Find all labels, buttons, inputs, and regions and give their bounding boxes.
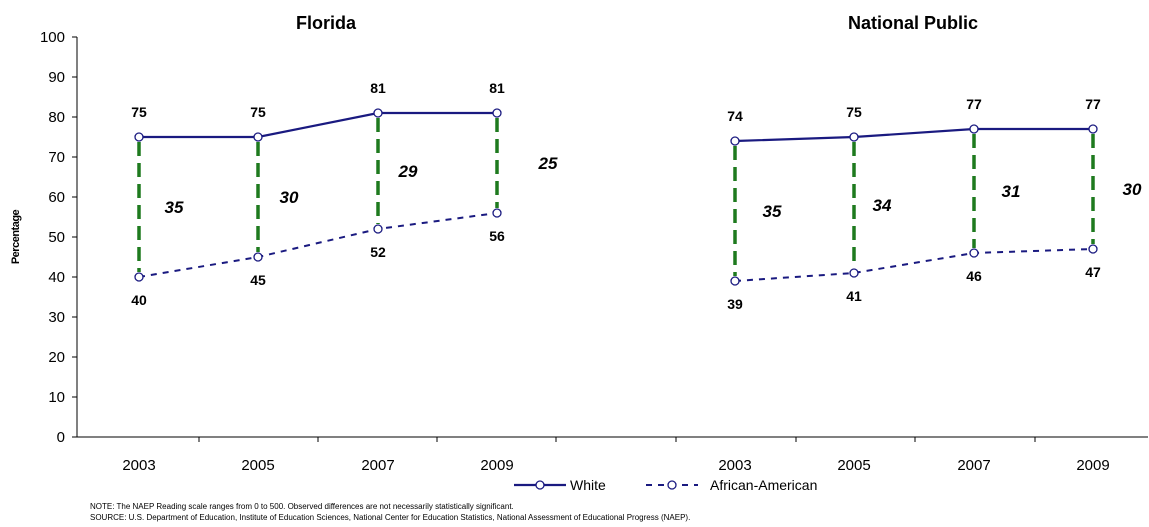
gap-label: 25	[538, 154, 558, 173]
data-point-african-american	[730, 276, 740, 286]
data-label-african-american: 45	[250, 272, 266, 288]
data-point-white	[492, 108, 502, 118]
series-line-african-american	[138, 212, 498, 278]
y-tick-label: 10	[48, 389, 65, 406]
x-tick-label: 2007	[957, 457, 990, 474]
data-point-white	[373, 108, 383, 118]
series-line-white	[139, 111, 497, 139]
data-label-white: 81	[370, 80, 386, 96]
data-point-african-american	[253, 252, 263, 262]
y-tick-label: 20	[48, 349, 65, 366]
y-tick-label: 40	[48, 269, 65, 286]
y-tick-label: 50	[48, 229, 65, 246]
source-text: SOURCE: U.S. Department of Education, In…	[90, 513, 691, 522]
legend-marker-white	[535, 480, 545, 490]
data-label-african-american: 52	[370, 244, 386, 260]
data-point-white	[849, 132, 859, 142]
data-point-african-american	[1088, 244, 1098, 254]
data-point-white	[134, 132, 144, 142]
data-point-white	[969, 124, 979, 134]
panel-title: Florida	[296, 13, 357, 33]
y-tick-label: 30	[48, 309, 65, 326]
y-tick-label: 60	[48, 189, 65, 206]
data-point-african-american	[849, 268, 859, 278]
gap-label: 29	[398, 162, 418, 181]
data-label-african-american: 46	[966, 268, 982, 284]
x-tick-label: 2003	[718, 457, 751, 474]
data-label-african-american: 40	[131, 292, 147, 308]
data-point-white	[730, 136, 740, 146]
legend-label-african-american: African-American	[710, 477, 817, 493]
gap-label: 30	[280, 188, 299, 207]
legend-marker-african-american	[667, 480, 677, 490]
x-tick-label: 2007	[361, 457, 394, 474]
gap-label: 34	[873, 196, 892, 215]
x-tick-label: 2009	[480, 457, 513, 474]
x-tick-label: 2003	[122, 457, 155, 474]
panel-title: National Public	[848, 13, 978, 33]
data-label-white: 75	[250, 104, 266, 120]
data-point-white	[1088, 124, 1098, 134]
data-label-white: 81	[489, 80, 505, 96]
y-tick-label: 90	[48, 69, 65, 86]
y-tick-label: 80	[48, 109, 65, 126]
y-axis-label: Percentage	[10, 209, 22, 264]
data-label-white: 75	[131, 104, 147, 120]
x-tick-label: 2005	[837, 457, 870, 474]
gap-label: 35	[165, 198, 184, 217]
legend-label-white: White	[570, 477, 606, 493]
data-label-white: 75	[846, 104, 862, 120]
data-point-african-american	[969, 248, 979, 258]
x-tick-label: 2009	[1076, 457, 1109, 474]
data-point-white	[253, 132, 263, 142]
data-label-african-american: 56	[489, 228, 505, 244]
y-tick-label: 70	[48, 149, 65, 166]
data-label-white: 77	[966, 96, 982, 112]
data-label-african-american: 47	[1085, 264, 1101, 280]
series-line-white	[734, 127, 1093, 143]
data-point-african-american	[134, 272, 144, 282]
gap-label: 35	[763, 202, 782, 221]
data-label-african-american: 41	[846, 288, 862, 304]
gap-label: 31	[1002, 182, 1021, 201]
gap-label: 30	[1123, 180, 1142, 199]
data-point-african-american	[373, 224, 383, 234]
y-tick-label: 0	[57, 429, 65, 446]
data-label-white: 74	[727, 108, 743, 124]
y-tick-label: 100	[40, 29, 65, 46]
data-label-white: 77	[1085, 96, 1101, 112]
data-point-african-american	[492, 208, 502, 218]
x-tick-label: 2005	[241, 457, 274, 474]
note-text: NOTE: The NAEP Reading scale ranges from…	[90, 502, 514, 511]
series-line-african-american	[734, 248, 1094, 282]
data-label-african-american: 39	[727, 296, 743, 312]
